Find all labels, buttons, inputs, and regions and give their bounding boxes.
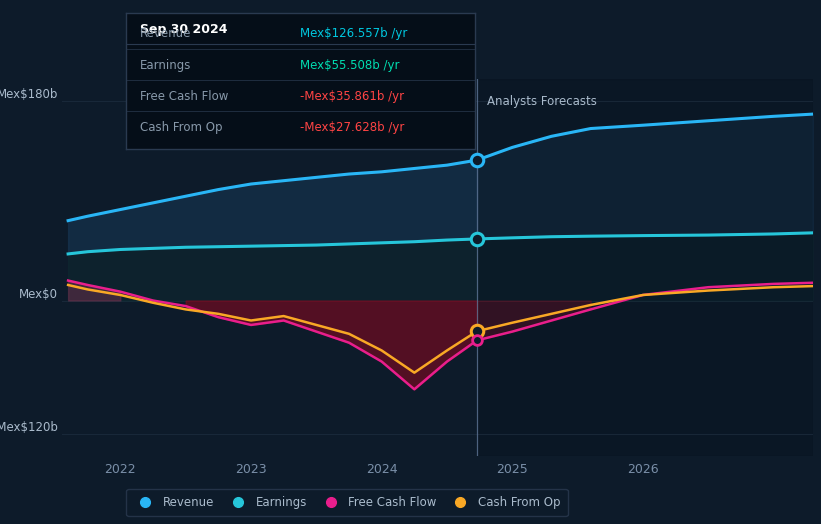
Text: -Mex$27.628b /yr: -Mex$27.628b /yr — [300, 122, 405, 135]
Text: Free Cash Flow: Free Cash Flow — [140, 90, 228, 103]
Text: Mex$55.508b /yr: Mex$55.508b /yr — [300, 59, 400, 72]
Text: Earnings: Earnings — [140, 59, 191, 72]
Bar — [477, 79, 813, 456]
Text: Past: Past — [442, 95, 466, 108]
Text: Sep 30 2024: Sep 30 2024 — [140, 23, 227, 36]
Text: Analysts Forecasts: Analysts Forecasts — [488, 95, 598, 108]
Text: Cash From Op: Cash From Op — [140, 122, 222, 135]
Legend: Revenue, Earnings, Free Cash Flow, Cash From Op: Revenue, Earnings, Free Cash Flow, Cash … — [126, 489, 567, 516]
Text: Mex$180b: Mex$180b — [0, 88, 57, 101]
Text: -Mex$120b: -Mex$120b — [0, 421, 57, 434]
Text: Mex$0: Mex$0 — [19, 288, 57, 301]
Text: Mex$126.557b /yr: Mex$126.557b /yr — [300, 27, 407, 40]
Text: -Mex$35.861b /yr: -Mex$35.861b /yr — [300, 90, 404, 103]
Text: Revenue: Revenue — [140, 27, 191, 40]
